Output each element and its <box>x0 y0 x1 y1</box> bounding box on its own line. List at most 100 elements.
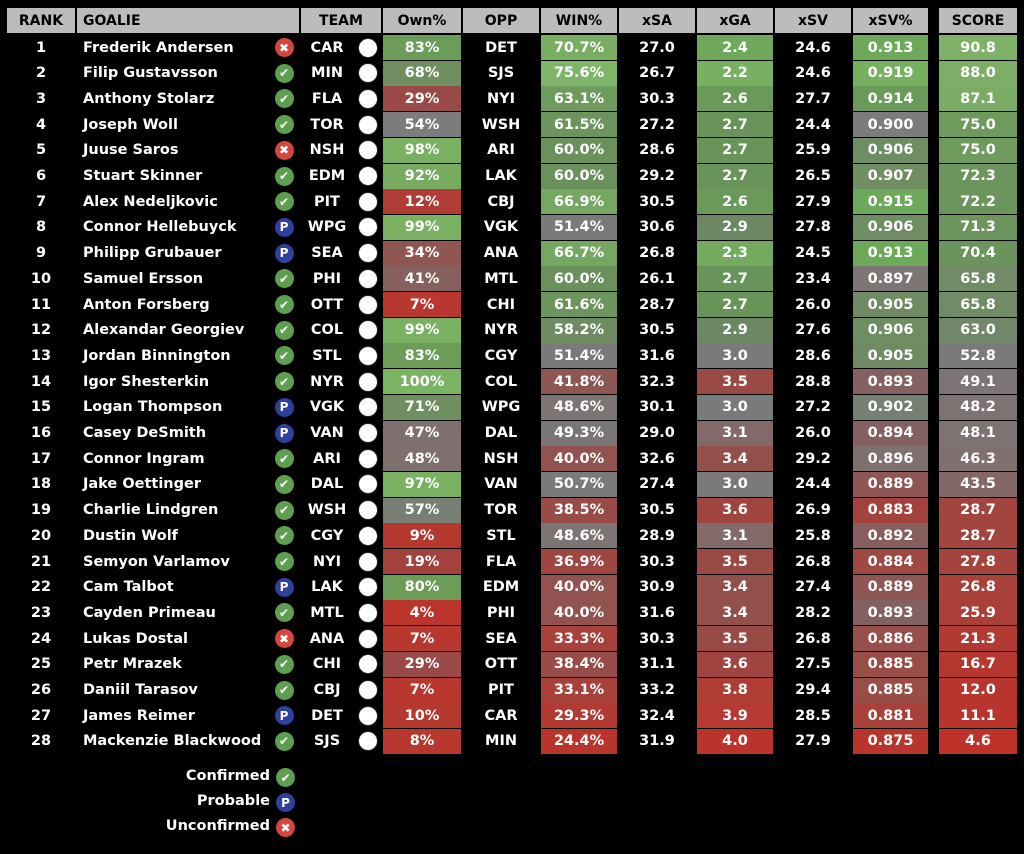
cell-xsvp: 0.906 <box>853 137 928 163</box>
cell-win: 40.0% <box>541 574 617 600</box>
cell-team: ANA <box>301 626 353 652</box>
table-row[interactable]: 28 Mackenzie Blackwood ✔ SJS 8% MIN 24.4% 31.9 4… <box>0 728 1024 754</box>
status-cell: ✔ <box>269 163 299 189</box>
table-row[interactable]: 3 Anthony Stolarz ✔ FLA 29% NYI 63.1% 30.3 2.6 27… <box>0 86 1024 112</box>
cell-xga: 3.4 <box>697 574 773 600</box>
cell-xga: 3.6 <box>697 497 773 523</box>
table-row[interactable]: 8 Connor Hellebuyck P WPG 99% VGK 51.4% 30.6 2.9… <box>0 214 1024 240</box>
cell-team: NSH <box>301 137 353 163</box>
table-row[interactable]: 22 Cam Talbot P LAK 80% EDM 40.0% 30.9 3.4 27.4 0.… <box>0 574 1024 600</box>
team-logo-cell <box>355 626 381 652</box>
cell-xsvp: 0.893 <box>853 369 928 395</box>
cell-xsa: 32.4 <box>619 703 695 729</box>
team-logo-icon <box>358 448 378 469</box>
table-row[interactable]: 15 Logan Thompson P VGK 71% WPG 48.6% 30.1 3.0 27… <box>0 394 1024 420</box>
cell-team: CAR <box>301 35 353 60</box>
table-row[interactable]: 26 Daniil Tarasov ✔ CBJ 7% PIT 33.1% 33.2 3.8 29.… <box>0 677 1024 703</box>
cell-rank: 15 <box>7 394 75 420</box>
table-row[interactable]: 9 Philipp Grubauer P SEA 34% ANA 66.7% 26.8 2.3 2… <box>0 240 1024 266</box>
cell-own: 4% <box>383 600 461 626</box>
table-row[interactable]: 23 Cayden Primeau ✔ MTL 4% PHI 40.0% 31.6 3.4 28.… <box>0 600 1024 626</box>
cell-xsvp: 0.883 <box>853 497 928 523</box>
table-row[interactable]: 5 Juuse Saros ✖ NSH 98% ARI 60.0% 28.6 2.7 25.9 0.… <box>0 137 1024 163</box>
cell-team: TOR <box>301 112 353 138</box>
team-logo-icon <box>358 602 378 623</box>
team-logo-cell <box>355 651 381 677</box>
status-cell: ✔ <box>269 112 299 138</box>
cell-xga: 2.3 <box>697 240 773 266</box>
table-row[interactable]: 24 Lukas Dostal ✖ ANA 7% SEA 33.3% 30.3 3.5 26.8 0… <box>0 626 1024 652</box>
cell-own: 29% <box>383 651 461 677</box>
table-row[interactable]: 17 Connor Ingram ✔ ARI 48% NSH 40.0% 32.6 3.4 29.… <box>0 446 1024 472</box>
legend-item-confirmed: Confirmed ✔ <box>0 766 320 790</box>
header-opp[interactable]: OPP <box>463 8 539 33</box>
cell-opp: CAR <box>463 703 539 729</box>
cell-own: 7% <box>383 626 461 652</box>
table-row[interactable]: 25 Petr Mrazek ✔ CHI 29% OTT 38.4% 31.1 3.6 27.5 0… <box>0 651 1024 677</box>
cell-score: 43.5 <box>939 471 1017 497</box>
header-xsvp[interactable]: xSV% <box>853 8 928 33</box>
cell-xsa: 27.4 <box>619 471 695 497</box>
table-row[interactable]: 1 Frederik Andersen ✖ CAR 83% DET 70.7% 27.0 2.4… <box>0 35 1024 60</box>
table-row[interactable]: 7 Alex Nedeljkovic ✔ PIT 12% CBJ 66.9% 30.5 2.6 2… <box>0 189 1024 215</box>
table-row[interactable]: 14 Igor Shesterkin ✔ NYR 100% COL 41.8% 32.3 3.5… <box>0 369 1024 395</box>
header-xsa[interactable]: xSA <box>619 8 695 33</box>
cell-xsv: 27.7 <box>775 86 851 112</box>
cell-own: 83% <box>383 343 461 369</box>
cell-own: 47% <box>383 420 461 446</box>
check-circle-icon: ✔ <box>274 526 294 546</box>
check-circle-icon: ✔ <box>274 192 294 212</box>
cell-xsvp: 0.913 <box>853 240 928 266</box>
team-logo-cell <box>355 343 381 369</box>
cell-own: 34% <box>383 240 461 266</box>
cell-opp: DET <box>463 35 539 60</box>
header-score[interactable]: SCORE <box>939 8 1017 33</box>
table-row[interactable]: 4 Joseph Woll ✔ TOR 54% WSH 61.5% 27.2 2.7 24.4 0.… <box>0 112 1024 138</box>
cell-opp: PHI <box>463 600 539 626</box>
table-row[interactable]: 6 Stuart Skinner ✔ EDM 92% LAK 60.0% 29.2 2.7 26.… <box>0 163 1024 189</box>
team-logo-cell <box>355 728 381 754</box>
cell-xsa: 26.1 <box>619 266 695 292</box>
cell-score: 75.0 <box>939 112 1017 138</box>
cell-rank: 11 <box>7 292 75 317</box>
table-row[interactable]: 21 Semyon Varlamov ✔ NYI 19% FLA 36.9% 30.3 3.5 2… <box>0 549 1024 574</box>
cell-rank: 3 <box>7 86 75 112</box>
cell-team: VGK <box>301 394 353 420</box>
header-win[interactable]: WIN% <box>541 8 617 33</box>
cell-xsvp: 0.914 <box>853 86 928 112</box>
table-row[interactable]: 11 Anton Forsberg ✔ OTT 7% CHI 61.6% 28.7 2.7 26.… <box>0 292 1024 317</box>
cell-score: 16.7 <box>939 651 1017 677</box>
header-team[interactable]: TEAM <box>301 8 381 33</box>
header-xga[interactable]: xGA <box>697 8 773 33</box>
status-cell: P <box>269 394 299 420</box>
table-row[interactable]: 12 Alexandar Georgiev ✔ COL 99% NYR 58.2% 30.5 2… <box>0 317 1024 343</box>
status-cell: ✖ <box>269 137 299 163</box>
table-row[interactable]: 27 James Reimer P DET 10% CAR 29.3% 32.4 3.9 28.5… <box>0 703 1024 729</box>
probable-p-icon: P <box>274 706 294 726</box>
cell-goalie: Alex Nedeljkovic <box>77 189 267 215</box>
table-row[interactable]: 20 Dustin Wolf ✔ CGY 9% STL 48.6% 28.9 3.1 25.8 0.… <box>0 523 1024 549</box>
header-xsv[interactable]: xSV <box>775 8 851 33</box>
table-row[interactable]: 13 Jordan Binnington ✔ STL 83% CGY 51.4% 31.6 3.… <box>0 343 1024 369</box>
cell-score: 21.3 <box>939 626 1017 652</box>
cell-team: FLA <box>301 86 353 112</box>
header-goalie[interactable]: GOALIE <box>77 8 299 33</box>
cell-goalie: Frederik Andersen <box>77 35 267 60</box>
table-row[interactable]: 19 Charlie Lindgren ✔ WSH 57% TOR 38.5% 30.5 3.6… <box>0 497 1024 523</box>
team-logo-cell <box>355 214 381 240</box>
team-logo-icon <box>358 397 378 418</box>
header-own[interactable]: Own% <box>383 8 461 33</box>
cell-xsa: 30.9 <box>619 574 695 600</box>
cell-win: 61.5% <box>541 112 617 138</box>
cell-xsv: 26.5 <box>775 163 851 189</box>
table-row[interactable]: 16 Casey DeSmith P VAN 47% DAL 49.3% 29.0 3.1 26.… <box>0 420 1024 446</box>
header-rank[interactable]: RANK <box>7 8 75 33</box>
cell-xsv: 27.8 <box>775 214 851 240</box>
table-row[interactable]: 2 Filip Gustavsson ✔ MIN 68% SJS 75.6% 26.7 2.2 2… <box>0 60 1024 86</box>
table-row[interactable]: 10 Samuel Ersson ✔ PHI 41% MTL 60.0% 26.1 2.7 23.… <box>0 266 1024 292</box>
cell-score: 65.8 <box>939 266 1017 292</box>
cell-xga: 3.5 <box>697 626 773 652</box>
cell-xsvp: 0.915 <box>853 189 928 215</box>
cell-score: 49.1 <box>939 369 1017 395</box>
table-row[interactable]: 18 Jake Oettinger ✔ DAL 97% VAN 50.7% 27.4 3.0 24… <box>0 471 1024 497</box>
